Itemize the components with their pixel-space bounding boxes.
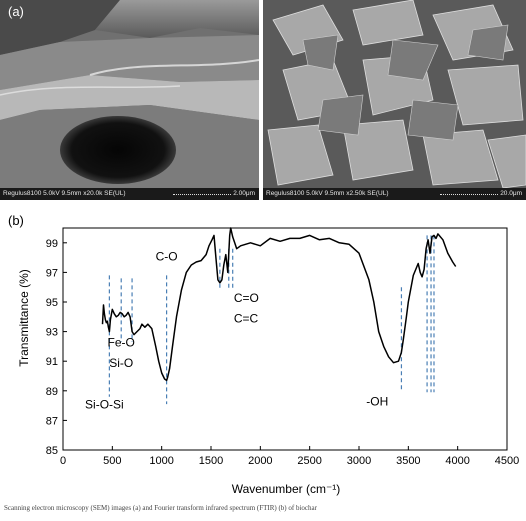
peak-annotation: C-O — [156, 250, 178, 264]
chart-axes: 0 500 1000 1500 2000 2500 3000 3500 4000 4500 85 87… — [46, 227, 519, 467]
sem-image-left: (a) Regulus8100 5.0kV 9.5mm x20.0k SE(UL… — [0, 0, 259, 200]
scale-bar-left — [173, 194, 231, 195]
peak-annotation: C=O — [234, 291, 259, 305]
peak-annotation: Si-O-Si — [85, 398, 124, 412]
y-tick-label: 97 — [46, 267, 58, 279]
panel-a-label: (a) — [8, 4, 24, 19]
x-tick-label: 2000 — [248, 455, 272, 467]
ftir-chart: (b) 0 500 1000 1500 2000 2500 3000 3500 4000 4500… — [8, 213, 519, 496]
y-tick-label: 87 — [46, 415, 58, 427]
x-tick-label: 500 — [103, 455, 121, 467]
sem-scale-left: 2.00μm — [233, 190, 255, 197]
y-tick-label: 89 — [46, 386, 58, 398]
x-tick-label: 4500 — [495, 455, 519, 467]
x-tick-label: 2500 — [297, 455, 321, 467]
scale-bar-right — [440, 194, 498, 195]
y-tick-label: 93 — [46, 327, 58, 339]
x-tick-label: 1500 — [199, 455, 223, 467]
figure-caption: Scanning electron microscopy (SEM) image… — [4, 504, 317, 512]
sem-texture-right — [263, 0, 526, 200]
x-axis-label: Wavenumber (cm⁻¹) — [232, 482, 341, 496]
y-axis-label: Transmittance (%) — [17, 269, 31, 367]
sem-texture-left — [0, 0, 259, 200]
peak-annotation: Fe-O — [108, 335, 135, 349]
peak-annotation: -OH — [366, 395, 388, 409]
sem-info-right: Regulus8100 5.0kV 9.5mm x2.50k SE(UL) — [266, 190, 389, 197]
peak-annotation: Si-O — [109, 356, 133, 370]
peak-annotation: C=C — [234, 312, 259, 326]
sem-image-right: Regulus8100 5.0kV 9.5mm x2.50k SE(UL) 20… — [263, 0, 526, 200]
sem-scale-right: 20.0μm — [500, 190, 522, 197]
sem-info-bar-left: Regulus8100 5.0kV 9.5mm x20.0k SE(UL) 2.… — [0, 188, 259, 200]
y-tick-label: 99 — [46, 238, 58, 250]
x-tick-label: 0 — [60, 455, 66, 467]
y-tick-label: 85 — [46, 445, 58, 457]
peak-annotations: C-O C=O C=C Fe-O Si-O Si-O-Si -OH — [85, 250, 388, 412]
x-tick-label: 3500 — [396, 455, 420, 467]
ftir-line — [101, 227, 457, 382]
x-tick-label: 1000 — [149, 455, 173, 467]
x-tick-label: 4000 — [445, 455, 469, 467]
ftir-series — [101, 227, 457, 382]
x-tick-label: 3000 — [347, 455, 371, 467]
y-tick-label: 95 — [46, 297, 58, 309]
sem-info-bar-right: Regulus8100 5.0kV 9.5mm x2.50k SE(UL) 20… — [263, 188, 526, 200]
panel-b-label: (b) — [8, 213, 24, 228]
y-tick-label: 91 — [46, 356, 58, 368]
plot-frame — [62, 227, 508, 451]
sem-info-left: Regulus8100 5.0kV 9.5mm x20.0k SE(UL) — [3, 190, 126, 197]
peak-marker-lines — [108, 235, 435, 405]
